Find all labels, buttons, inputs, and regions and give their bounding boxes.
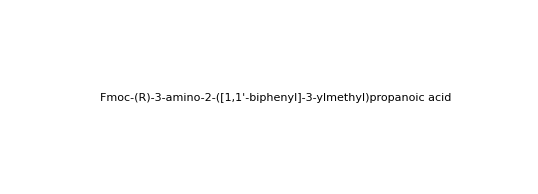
- Text: Fmoc-(R)-3-amino-2-([1,1'-biphenyl]-3-ylmethyl)propanoic acid: Fmoc-(R)-3-amino-2-([1,1'-biphenyl]-3-yl…: [100, 93, 451, 103]
